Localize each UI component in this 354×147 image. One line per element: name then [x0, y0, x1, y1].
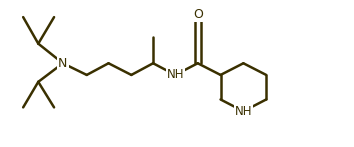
Text: N: N [58, 57, 68, 70]
Text: NH: NH [166, 69, 184, 81]
Text: NH: NH [235, 105, 252, 118]
Text: O: O [193, 8, 202, 21]
